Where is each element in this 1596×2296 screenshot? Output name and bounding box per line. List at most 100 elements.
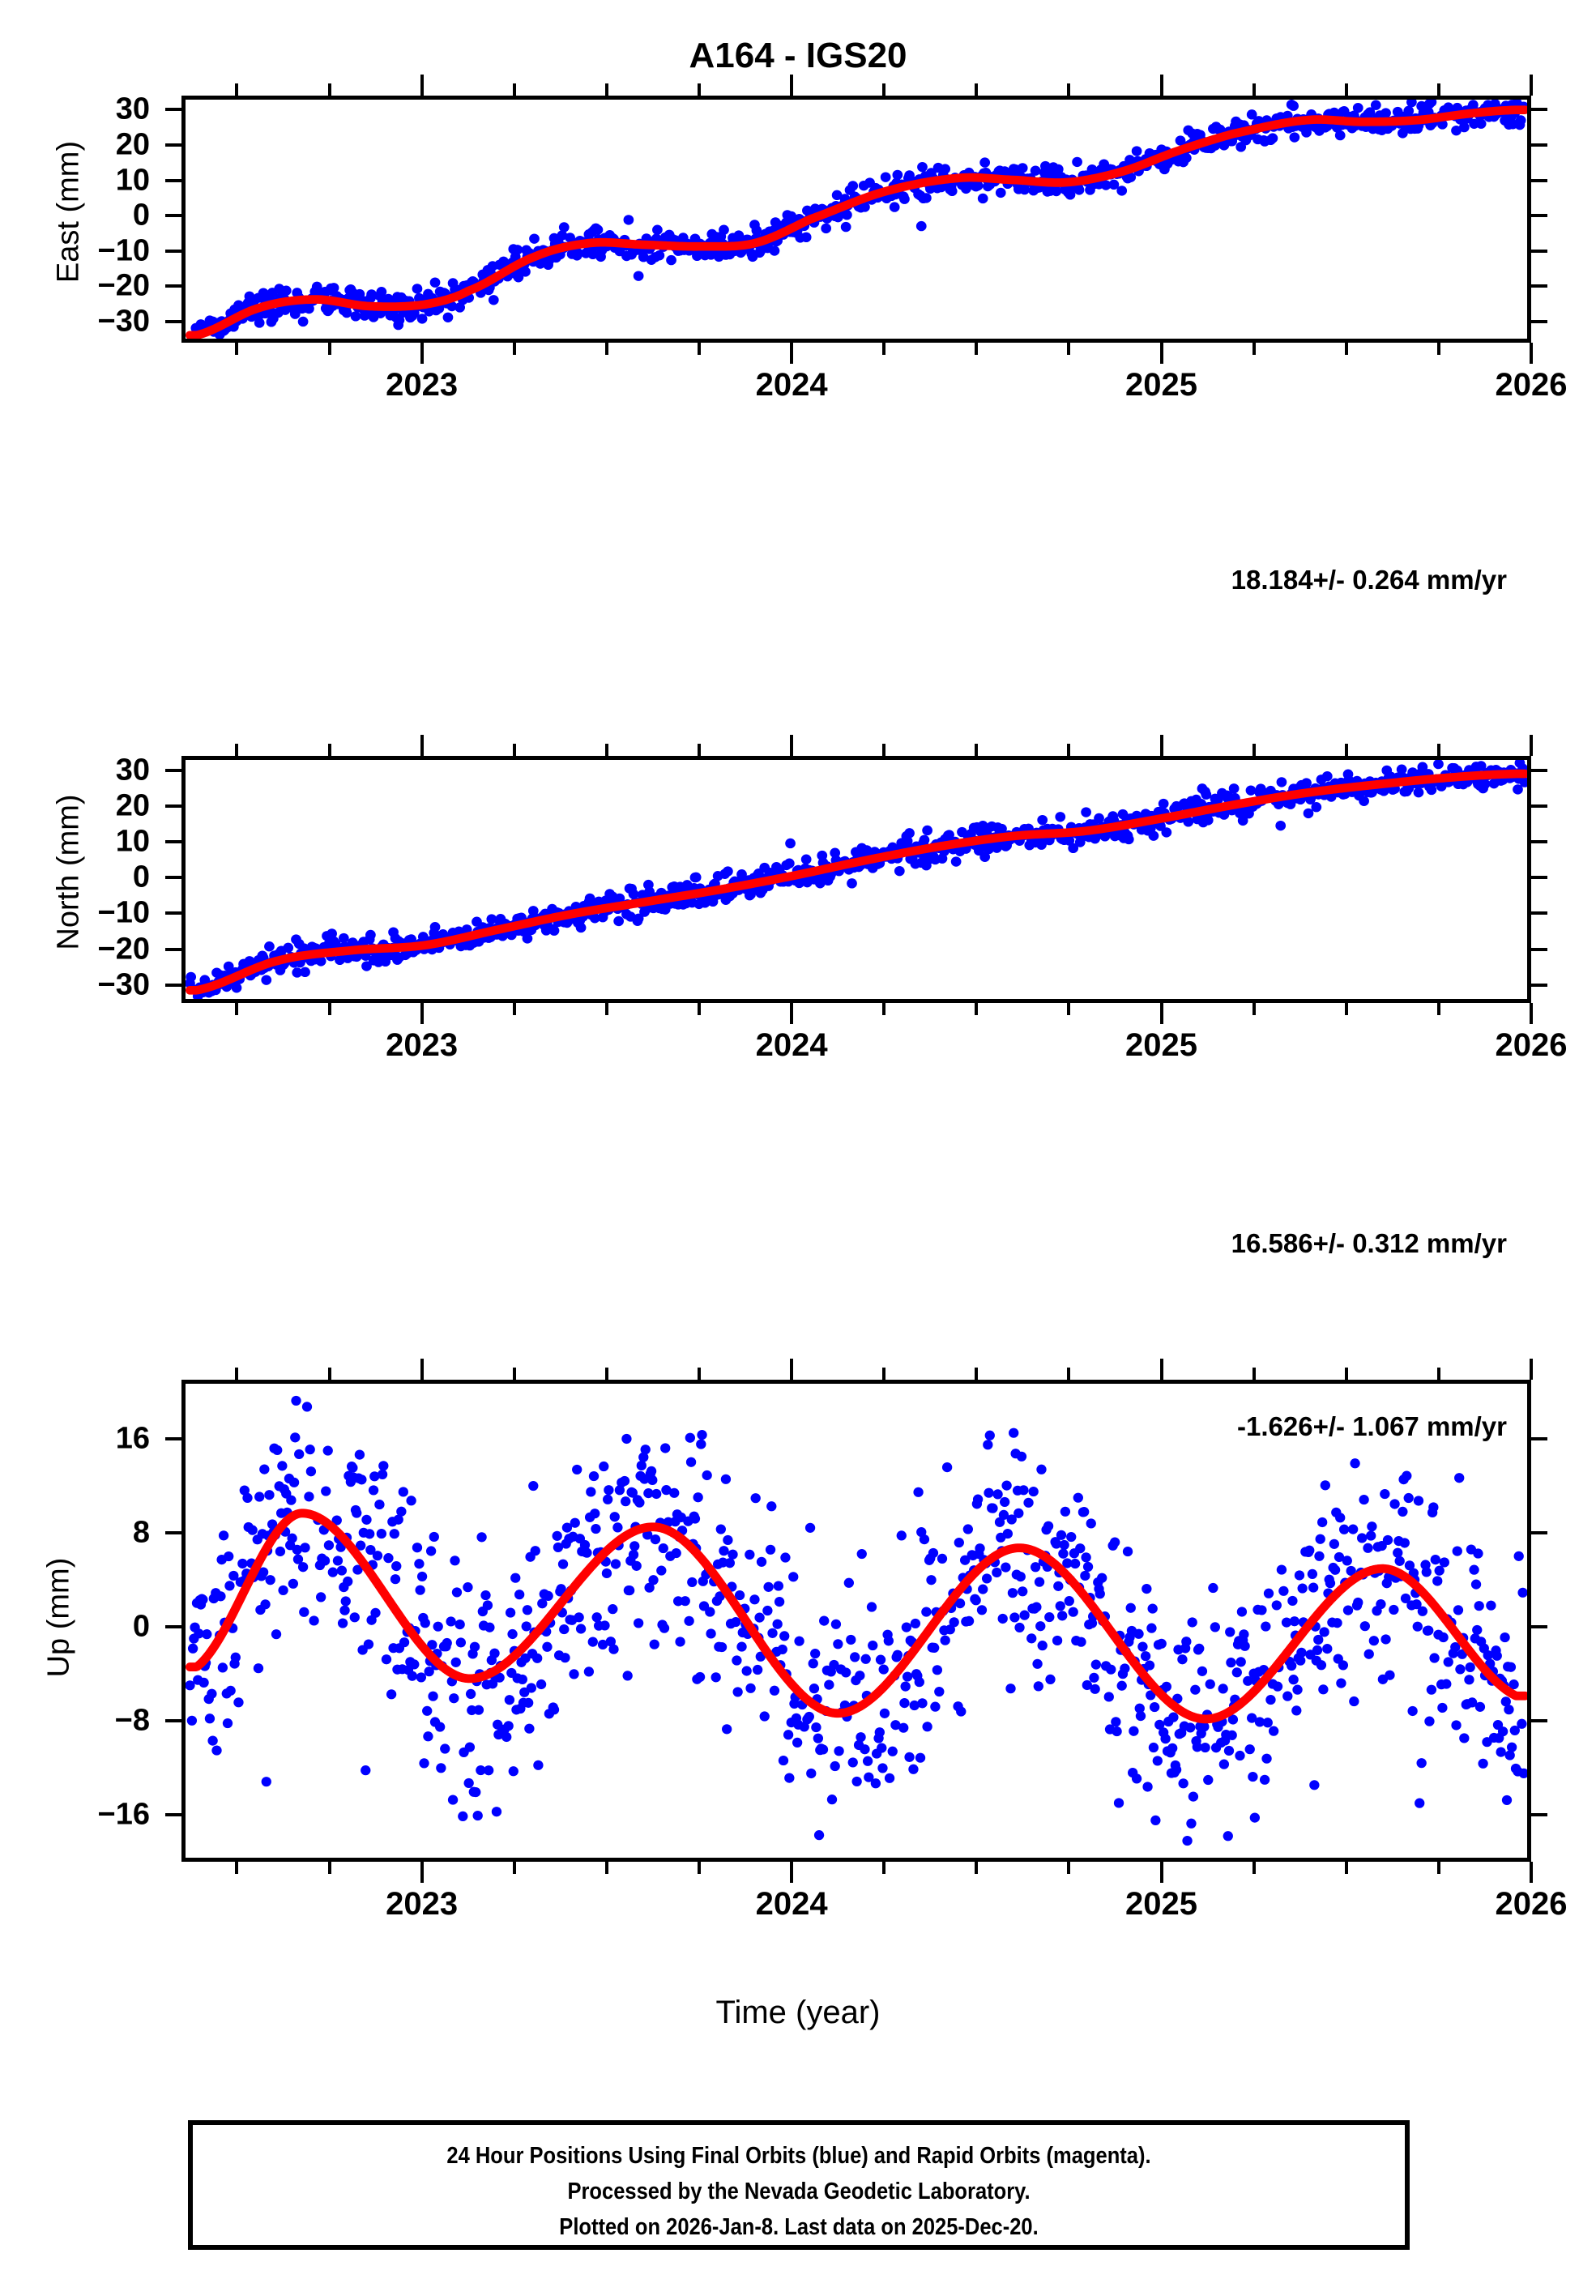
plot-area-up [186, 1384, 1527, 1858]
y-tick-label: 20 [115, 788, 150, 823]
rate-annotation-east: 18.184+/- 0.264 mm/yr [1231, 565, 1507, 595]
x-tick-label: 2025 [1125, 1886, 1198, 1922]
x-minor-tick [1067, 1003, 1071, 1015]
y-tick-label: −30 [97, 967, 150, 1002]
x-minor-tick [327, 1003, 331, 1015]
plot-area-east [186, 100, 1527, 339]
x-major-tick-top [1530, 75, 1533, 96]
y-tick-mark-right [1531, 214, 1547, 218]
x-major-tick-top [420, 735, 424, 756]
x-major-tick-top [1530, 1359, 1533, 1380]
y-tick-mark [165, 911, 181, 915]
y-tick-mark [165, 1624, 181, 1628]
x-minor-tick [235, 1862, 239, 1874]
y-tick-mark-right [1531, 284, 1547, 288]
x-major-tick [790, 1003, 794, 1024]
y-tick-label: 8 [132, 1515, 150, 1550]
x-major-tick-top [420, 75, 424, 96]
x-minor-tick-top [882, 83, 886, 96]
y-tick-label: −10 [97, 895, 150, 930]
fit-line [186, 105, 1527, 339]
x-major-tick-top [1159, 1359, 1163, 1380]
x-minor-tick-top [1344, 744, 1348, 756]
x-major-tick-top [1159, 75, 1163, 96]
y-tick-mark-right [1531, 1812, 1547, 1816]
x-minor-tick-top [235, 744, 239, 756]
x-minor-tick [604, 1862, 608, 1874]
x-tick-label: 2026 [1495, 1886, 1568, 1922]
x-minor-tick [235, 1003, 239, 1015]
fit-line [186, 1509, 1527, 1724]
chart-panel-up [181, 1380, 1531, 1862]
x-tick-label: 2026 [1495, 1027, 1568, 1063]
x-minor-tick [1252, 1862, 1256, 1874]
x-tick-label: 2023 [386, 367, 459, 403]
x-minor-tick [1344, 1003, 1348, 1015]
y-tick-mark-right [1531, 840, 1547, 844]
x-minor-tick-top [327, 83, 331, 96]
x-minor-tick-top [327, 1368, 331, 1380]
y-tick-label: −30 [97, 304, 150, 339]
x-major-tick [790, 1862, 794, 1883]
y-tick-mark [165, 1530, 181, 1534]
x-major-tick [1530, 343, 1533, 364]
y-tick-label: 16 [115, 1421, 150, 1456]
x-major-tick [1159, 1003, 1163, 1024]
y-tick-mark [165, 804, 181, 808]
y-tick-mark-right [1531, 249, 1547, 253]
x-minor-tick [1436, 1003, 1440, 1015]
x-major-tick-top [1530, 735, 1533, 756]
y-tick-label: 30 [115, 753, 150, 787]
x-minor-tick [1067, 343, 1071, 355]
y-tick-mark [165, 947, 181, 951]
y-tick-label: 0 [132, 198, 150, 233]
y-tick-label: 10 [115, 163, 150, 198]
scatter-points [186, 1395, 1527, 1846]
x-minor-tick-top [1344, 83, 1348, 96]
x-minor-tick-top [975, 1368, 979, 1380]
scatter-points [186, 760, 1527, 999]
x-axis-title: Time (year) [715, 1995, 881, 2030]
footer-line-2: Processed by the Nevada Geodetic Laborat… [567, 2179, 1031, 2204]
chart-panel-east [181, 96, 1531, 343]
x-minor-tick [235, 343, 239, 355]
x-major-tick-top [790, 75, 794, 96]
x-minor-tick-top [698, 83, 701, 96]
x-major-tick [420, 1003, 424, 1024]
y-tick-mark-right [1531, 911, 1547, 915]
x-minor-tick [975, 1003, 979, 1015]
x-minor-tick-top [698, 744, 701, 756]
y-tick-mark-right [1531, 108, 1547, 112]
y-tick-mark-right [1531, 1718, 1547, 1722]
x-major-tick [420, 343, 424, 364]
x-minor-tick [1344, 343, 1348, 355]
y-tick-mark-right [1531, 876, 1547, 880]
x-minor-tick-top [512, 1368, 516, 1380]
x-tick-label: 2024 [755, 1886, 828, 1922]
x-minor-tick-top [975, 744, 979, 756]
x-minor-tick [698, 343, 701, 355]
x-minor-tick [882, 1862, 886, 1874]
x-minor-tick-top [1436, 744, 1440, 756]
x-tick-label: 2025 [1125, 1027, 1198, 1063]
y-tick-mark [165, 214, 181, 218]
x-minor-tick-top [604, 83, 608, 96]
y-tick-mark-right [1531, 768, 1547, 772]
x-minor-tick [882, 343, 886, 355]
y-tick-label: −20 [97, 268, 150, 303]
y-tick-label: 20 [115, 127, 150, 162]
y-tick-mark [165, 178, 181, 182]
y-tick-label: −16 [97, 1797, 150, 1832]
x-minor-tick-top [1252, 83, 1256, 96]
y-tick-mark [165, 1436, 181, 1440]
y-tick-label: −10 [97, 233, 150, 268]
x-minor-tick [1436, 1862, 1440, 1874]
x-major-tick [1530, 1862, 1533, 1883]
x-minor-tick-top [1067, 83, 1071, 96]
y-tick-mark [165, 284, 181, 288]
y-tick-label: −8 [114, 1703, 150, 1738]
x-minor-tick-top [512, 83, 516, 96]
y-tick-mark [165, 840, 181, 844]
x-minor-tick [975, 1862, 979, 1874]
x-minor-tick [327, 1862, 331, 1874]
